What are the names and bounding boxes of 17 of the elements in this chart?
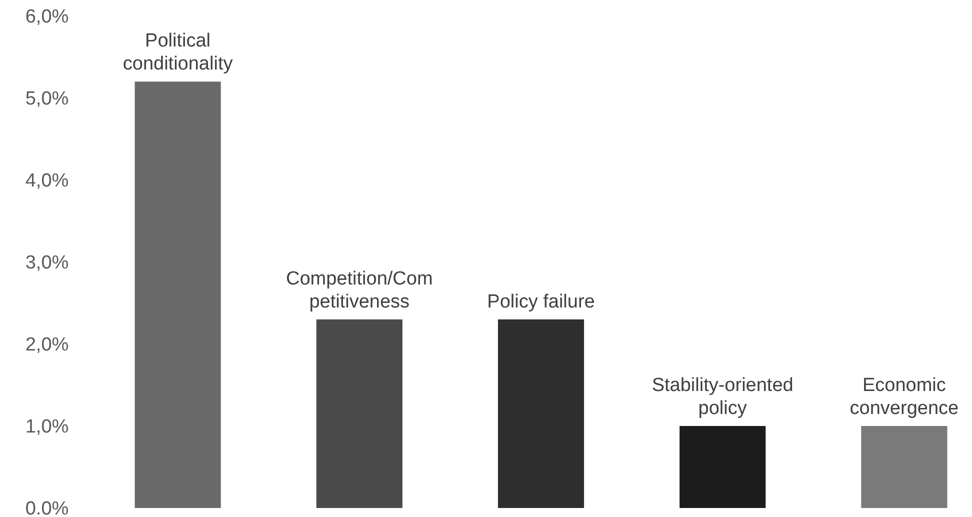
y-tick-label: 3,0%: [25, 252, 69, 274]
y-tick-label: 0.0%: [25, 498, 69, 517]
bar: [861, 426, 948, 508]
bar: [680, 426, 766, 508]
y-tick-label: 2,0%: [25, 334, 69, 356]
x-tick-label: Policy failure: [487, 291, 595, 312]
bar: [316, 319, 402, 508]
y-tick-label: 5,0%: [25, 88, 69, 110]
bar: [134, 82, 221, 508]
x-tick-label: Political conditionality: [122, 30, 234, 75]
y-tick-label: 1,0%: [25, 416, 69, 438]
bar: [498, 319, 584, 508]
x-tick-label: Competition/Com petitiveness: [286, 268, 433, 312]
y-tick-label: 4,0%: [25, 170, 69, 192]
x-tick-label: Economic convergence: [850, 375, 959, 419]
x-tick-label: Stability-oriented policy: [652, 375, 794, 419]
y-tick-label: 6,0%: [25, 6, 69, 28]
